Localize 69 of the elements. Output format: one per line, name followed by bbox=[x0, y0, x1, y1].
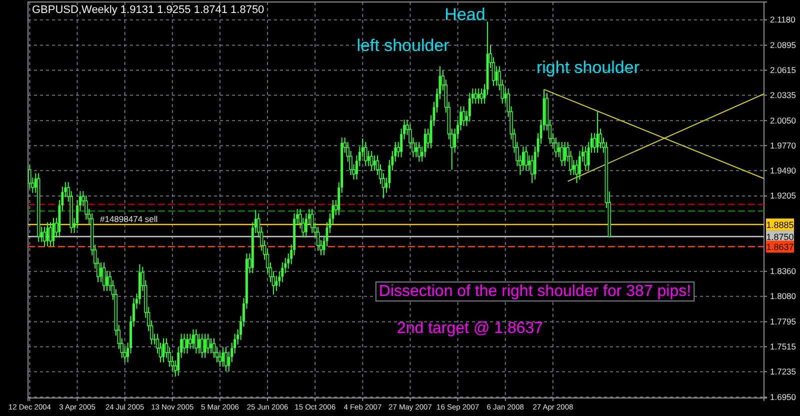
ref-line-label: 1.8885 bbox=[766, 220, 794, 230]
candlestick bbox=[480, 88, 484, 104]
y-tick-label: 1.7795 bbox=[770, 316, 796, 326]
candlestick bbox=[474, 88, 478, 104]
y-tick-label: 2.0335 bbox=[770, 90, 796, 100]
candlestick bbox=[84, 195, 88, 220]
y-tick-label: 2.0895 bbox=[770, 40, 796, 50]
candlestick bbox=[222, 346, 224, 368]
ref-line-label: 1.8750 bbox=[766, 232, 794, 242]
y-tick-label: 2.0050 bbox=[770, 115, 796, 126]
candlestick bbox=[182, 333, 186, 354]
candlestick bbox=[212, 338, 216, 358]
y-tick-label: 2.0615 bbox=[770, 64, 796, 75]
y-tick-label: 1.7235 bbox=[770, 366, 796, 376]
annotation: Dissection of the right shoulder for 387 pips! bbox=[378, 283, 692, 300]
candlestick bbox=[373, 154, 376, 172]
candlestick bbox=[578, 150, 581, 180]
y-tick-label: 1.9205 bbox=[770, 190, 796, 201]
candlestick bbox=[198, 333, 200, 354]
candlestick bbox=[558, 142, 560, 158]
candlestick bbox=[495, 66, 498, 86]
ref-line-label: 1.8637 bbox=[766, 242, 794, 252]
candlestick bbox=[554, 137, 558, 158]
candlestick bbox=[418, 142, 421, 162]
candlestick bbox=[310, 208, 314, 234]
annotation: right shoulder bbox=[536, 58, 640, 77]
y-tick-label: 1.9770 bbox=[770, 140, 796, 150]
candlestick bbox=[370, 150, 374, 172]
candlestick bbox=[424, 128, 426, 158]
annotation: 2nd target @ 1.8637 bbox=[396, 320, 544, 337]
candlestick bbox=[224, 346, 228, 372]
candlestick bbox=[468, 92, 471, 122]
candlestick bbox=[194, 328, 198, 354]
candlestick bbox=[281, 262, 284, 283]
candlestick bbox=[528, 154, 530, 172]
candlestick bbox=[206, 333, 210, 354]
annotation: Head bbox=[444, 5, 486, 24]
candlestick bbox=[462, 106, 466, 126]
y-tick-label: 2.1180 bbox=[770, 14, 796, 25]
candlestick bbox=[188, 333, 192, 350]
y-tick-label: 1.6950 bbox=[770, 392, 796, 402]
chart-title: GBPUSD,Weekly 1.9131 1.9255 1.8741 1.8750 bbox=[32, 4, 264, 16]
candlestick bbox=[204, 333, 206, 358]
candlestick bbox=[102, 262, 106, 292]
candlestick bbox=[584, 146, 588, 172]
candlestick bbox=[524, 146, 528, 172]
candlestick bbox=[218, 351, 222, 368]
candlestick bbox=[186, 333, 188, 354]
candlestick bbox=[200, 333, 204, 358]
candlestick bbox=[364, 142, 368, 167]
candlestick bbox=[477, 88, 480, 104]
candlestick bbox=[275, 275, 278, 292]
candlestick bbox=[42, 226, 46, 247]
y-tick-label: 1.7515 bbox=[770, 341, 796, 352]
y-tick-label: 1.9490 bbox=[770, 165, 796, 176]
candlestick bbox=[316, 226, 320, 252]
candlestick bbox=[192, 328, 194, 350]
candlestick bbox=[564, 142, 566, 167]
annotation: left shoulder bbox=[356, 36, 450, 55]
candlestick bbox=[367, 150, 370, 167]
candlestick bbox=[304, 212, 308, 238]
annotation: #14898474 sell bbox=[100, 214, 158, 224]
y-tick-label: 1.8360 bbox=[770, 266, 796, 276]
candlestick bbox=[414, 142, 418, 158]
candlestick bbox=[522, 146, 524, 172]
candlestick bbox=[48, 222, 52, 247]
candlestick bbox=[28, 164, 32, 189]
candlestick bbox=[560, 142, 564, 167]
y-tick-label: 1.8080 bbox=[770, 291, 796, 302]
